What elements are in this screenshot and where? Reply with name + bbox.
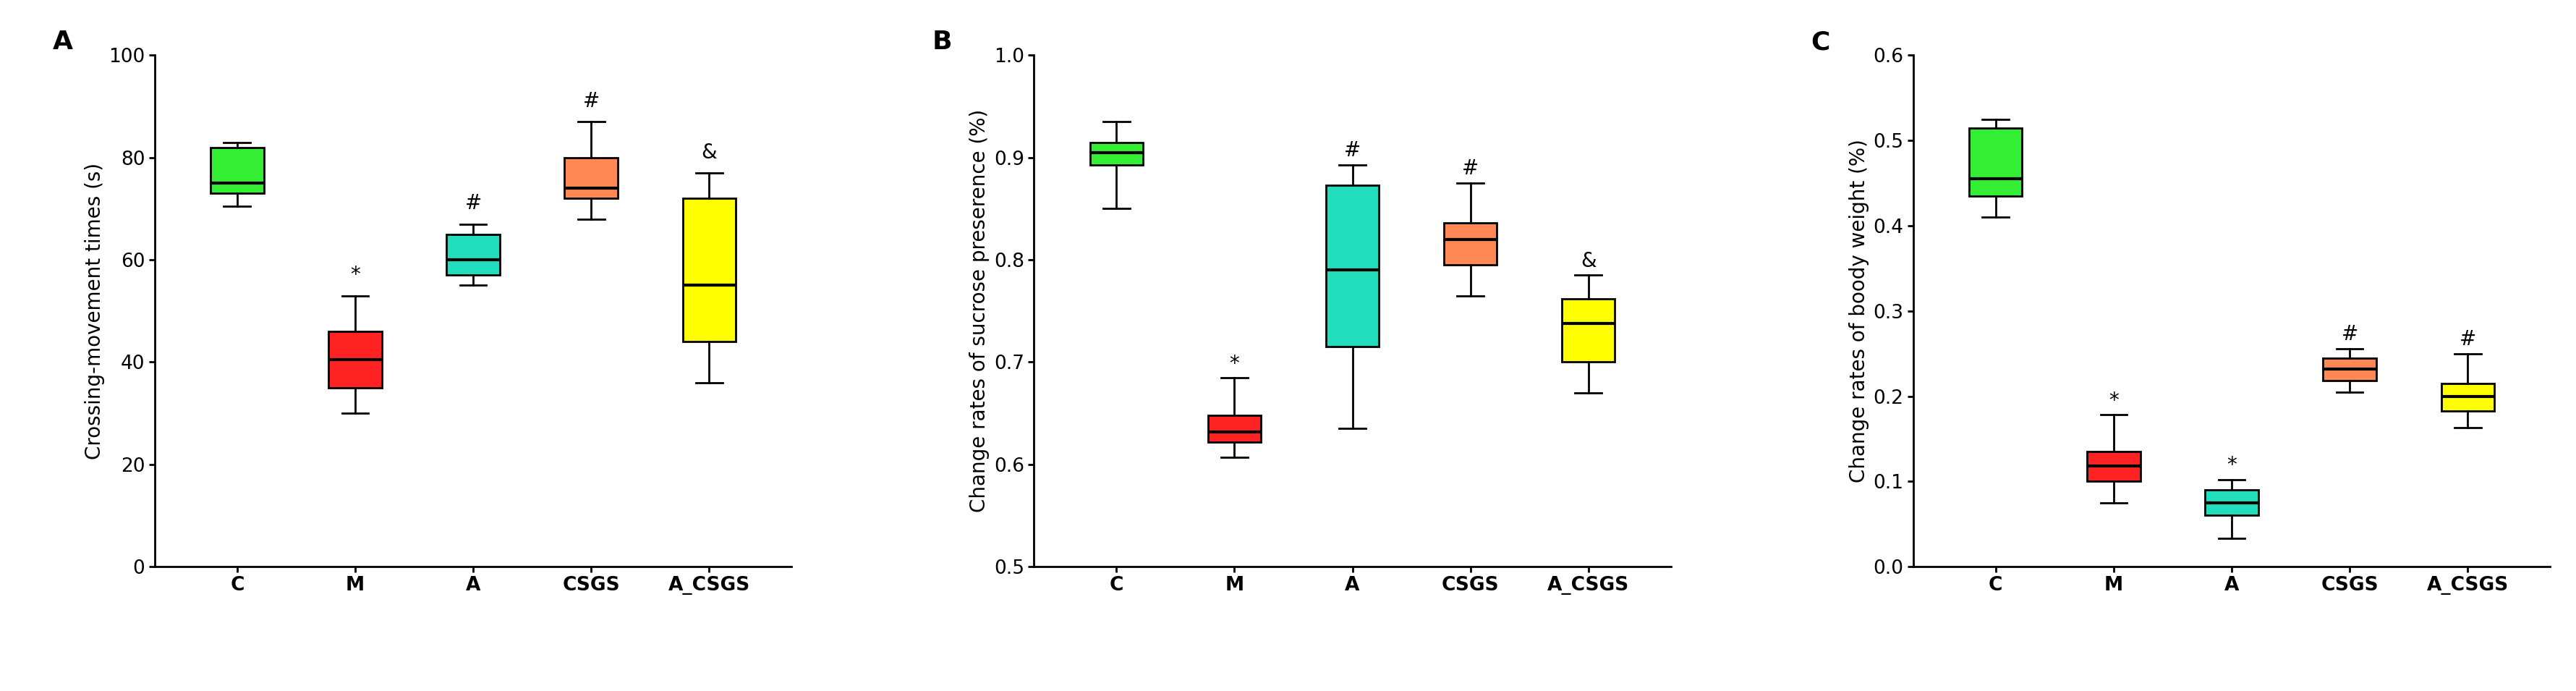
Text: #: #: [464, 193, 482, 214]
Text: #: #: [2342, 324, 2357, 344]
Y-axis label: Change rates of sucrose preserence (%): Change rates of sucrose preserence (%): [969, 109, 989, 513]
Text: A: A: [52, 30, 72, 55]
PathPatch shape: [330, 332, 381, 388]
PathPatch shape: [2324, 358, 2375, 381]
Text: *: *: [2110, 390, 2117, 410]
Y-axis label: Crossing-movement times (s): Crossing-movement times (s): [85, 162, 106, 460]
Text: *: *: [1229, 354, 1239, 375]
Text: #: #: [2460, 329, 2476, 350]
PathPatch shape: [683, 198, 737, 341]
PathPatch shape: [2442, 384, 2494, 410]
Text: #: #: [1463, 159, 1479, 179]
Text: #: #: [1345, 140, 1360, 160]
PathPatch shape: [564, 158, 618, 198]
PathPatch shape: [1327, 185, 1378, 347]
Text: &: &: [701, 142, 716, 162]
PathPatch shape: [2205, 490, 2259, 515]
Y-axis label: Change rates of boody weight (%): Change rates of boody weight (%): [1850, 139, 1870, 483]
Text: B: B: [933, 30, 951, 55]
PathPatch shape: [211, 147, 263, 193]
Text: &: &: [1582, 251, 1597, 271]
Text: #: #: [582, 91, 600, 111]
PathPatch shape: [446, 234, 500, 275]
Text: *: *: [2226, 455, 2236, 475]
PathPatch shape: [1968, 128, 2022, 196]
Text: *: *: [350, 265, 361, 285]
PathPatch shape: [1561, 299, 1615, 362]
PathPatch shape: [1208, 415, 1262, 442]
PathPatch shape: [1443, 223, 1497, 265]
PathPatch shape: [1090, 142, 1144, 164]
PathPatch shape: [2087, 452, 2141, 482]
Text: C: C: [1811, 30, 1829, 55]
